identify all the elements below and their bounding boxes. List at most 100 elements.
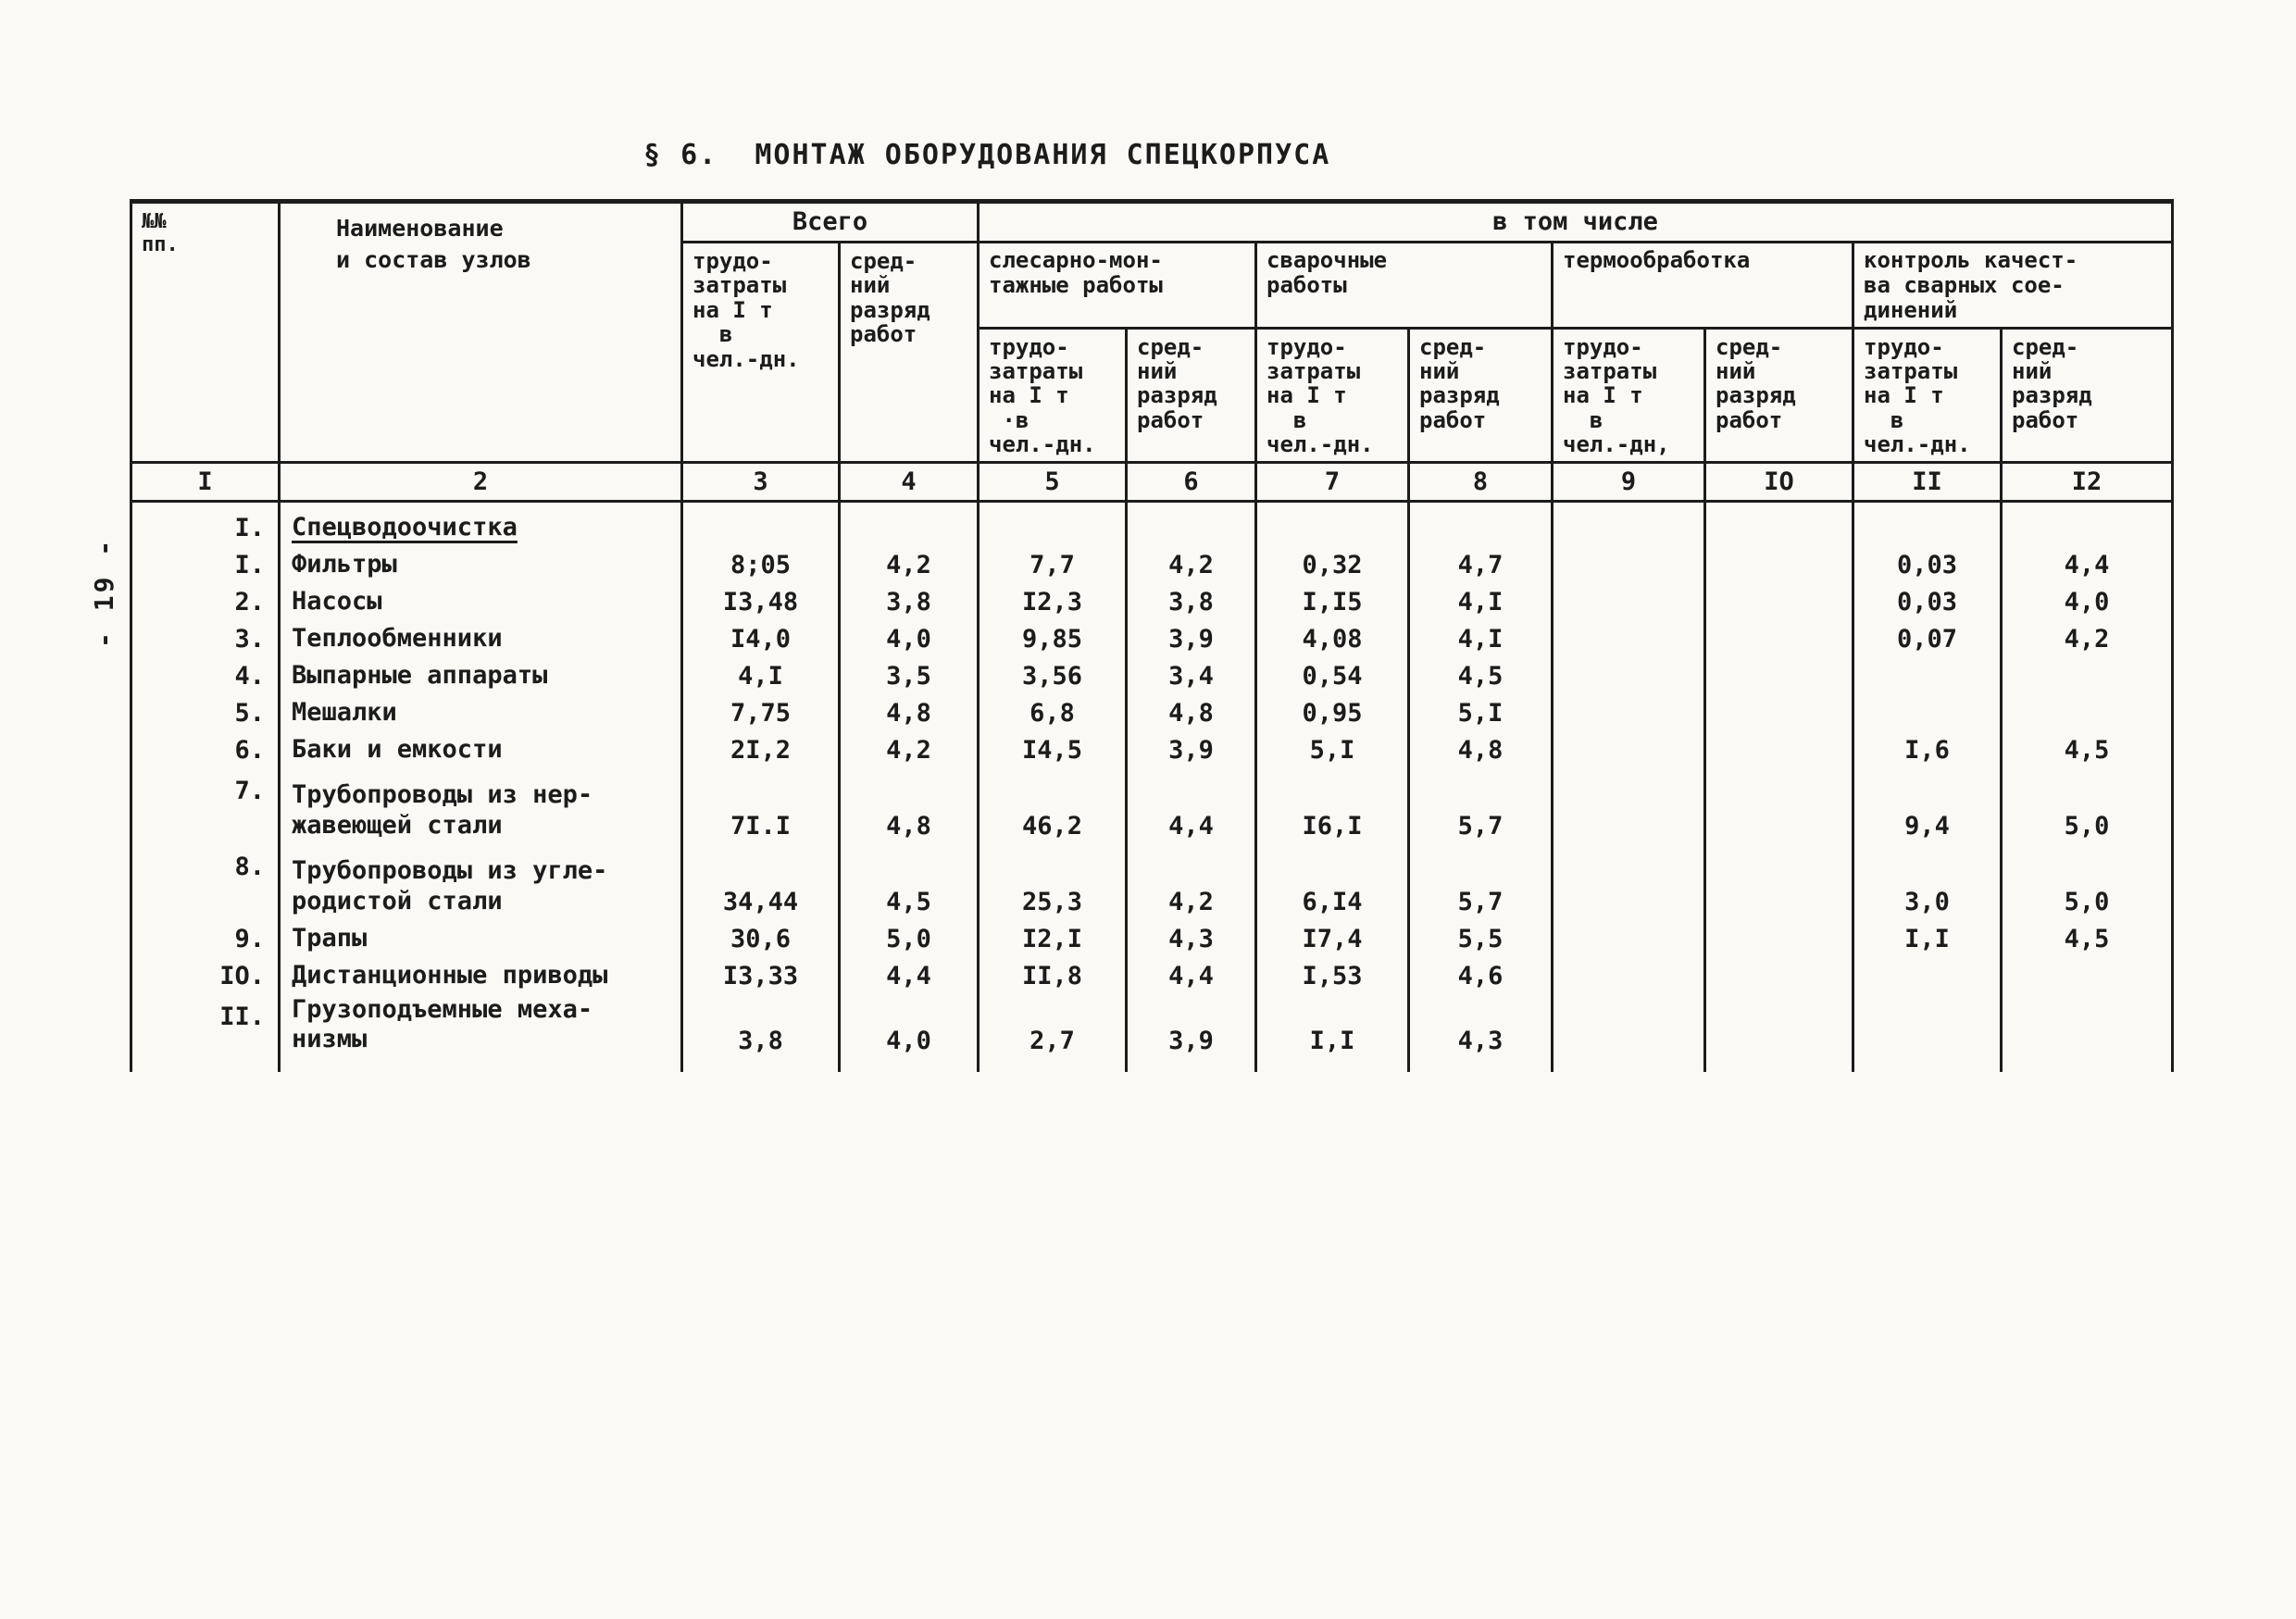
table-row: 4. Выпарные аппараты 4,I 3,5 3,56 3,4 0,54 4,5 <box>130 658 2175 696</box>
cell-value <box>1852 958 2003 996</box>
column-number: 8 <box>1407 460 1554 503</box>
cell-value: 0,54 <box>1254 658 1410 696</box>
column-number: IO <box>1703 460 1854 503</box>
cell-value <box>1852 658 2003 696</box>
column-number: 2 <box>278 460 683 503</box>
row-name: Мешалки <box>278 695 683 733</box>
cell-value: 4,5 <box>838 845 980 922</box>
cell-value: 3,5 <box>838 658 980 696</box>
cell-value <box>1999 995 2175 1072</box>
header-welding-grade: сред- ний разряд работ <box>1407 328 1554 464</box>
cell-value: 4,I <box>1407 584 1554 622</box>
row-name-text: Мешалки <box>292 697 397 727</box>
cell-value: 4,7 <box>1407 547 1554 585</box>
cell-value: 4,4 <box>1125 958 1257 996</box>
cell-value <box>1254 501 1410 548</box>
table-row: IO. Дистанционные приводы I3,33 4,4 II,8 4,4 I… <box>130 958 2175 996</box>
cell-value <box>1852 995 2003 1072</box>
row-name-text: Насосы <box>292 586 382 616</box>
row-number: 8. <box>130 845 281 922</box>
cell-value: 4,0 <box>838 995 980 1072</box>
row-name: Трубопроводы из угле- родистой стали <box>278 845 683 922</box>
row-number: I. <box>130 501 281 548</box>
row-name: Трапы <box>278 921 683 959</box>
cell-value <box>1703 995 1854 1072</box>
labor-costs-table: №№ пп. Наименование и состав узлов Всего… <box>130 199 2175 1072</box>
cell-value: 5,7 <box>1407 845 1554 922</box>
cell-value: 3,8 <box>838 584 980 622</box>
cell-value <box>1999 658 2175 696</box>
cell-value: I,53 <box>1254 958 1410 996</box>
cell-value: 3,0 <box>1852 845 2003 922</box>
cell-value <box>1551 732 1706 770</box>
row-number: 6. <box>130 732 281 770</box>
cell-value: 3,8 <box>1125 584 1257 622</box>
cell-value: 4,0 <box>1999 584 2175 622</box>
cell-value: 4,8 <box>838 769 980 846</box>
header-fitting-grade: сред- ний разряд работ <box>1125 328 1257 464</box>
cell-value: 4,8 <box>838 695 980 733</box>
row-name: Выпарные аппараты <box>278 658 683 696</box>
cell-value: I3,33 <box>680 958 841 996</box>
table-row: 3. Теплообменники I4,0 4,0 9,85 3,9 4,08 4,I 0,0… <box>130 621 2175 659</box>
row-name-text: Теплообменники <box>292 623 503 653</box>
column-number: 6 <box>1125 460 1257 503</box>
cell-value: 7,7 <box>977 547 1128 585</box>
cell-value <box>1703 658 1854 696</box>
column-number: 9 <box>1551 460 1706 503</box>
header-row-top: №№ пп. Наименование и состав узлов Всего… <box>130 199 2175 464</box>
cell-value: I3,48 <box>680 584 841 622</box>
cell-value <box>1407 501 1554 548</box>
cell-value: 4,0 <box>838 621 980 659</box>
row-name: Трубопроводы из нер- жавеющей стали <box>278 769 683 846</box>
row-number: II. <box>130 995 281 1072</box>
cell-value <box>1551 958 1706 996</box>
cell-value: 5,0 <box>1999 845 2175 922</box>
header-total-labor: трудо- затраты на I т в чел.-дн. <box>680 242 841 464</box>
cell-value: 0,95 <box>1254 695 1410 733</box>
cell-value <box>1703 695 1854 733</box>
table-row: 9. Трапы 30,6 5,0 I2,I 4,3 I7,4 5,5 I,I 4,5 <box>130 921 2175 959</box>
section-row: I. Спецводоочистка <box>130 501 2175 548</box>
cell-value: 4,4 <box>1125 769 1257 846</box>
table-row: 2. Насосы I3,48 3,8 I2,3 3,8 I,I5 4,I 0,03 4,0 <box>130 584 2175 622</box>
cell-value: I6,I <box>1254 769 1410 846</box>
cell-value: 4,4 <box>838 958 980 996</box>
cell-value <box>1999 958 2175 996</box>
row-name-text: Трубопроводы из нер- жавеющей стали <box>292 780 593 840</box>
cell-value: 4,08 <box>1254 621 1410 659</box>
cell-value: 5,I <box>1254 732 1410 770</box>
cell-value: 4,4 <box>1999 547 2175 585</box>
row-number: 4. <box>130 658 281 696</box>
cell-value: 4,5 <box>1999 921 2175 959</box>
cell-value: 4,6 <box>1407 958 1554 996</box>
cell-value <box>838 501 980 548</box>
cell-value <box>1703 845 1854 922</box>
header-heat-labor: трудо- затраты на I т в чел.-дн, <box>1551 328 1706 464</box>
column-number: 7 <box>1254 460 1410 503</box>
table-row: I. Фильтры 8;05 4,2 7,7 4,2 0,32 4,7 0,03 4,4 <box>130 547 2175 585</box>
table-row: 5. Мешалки 7,75 4,8 6,8 4,8 0,95 5,I <box>130 695 2175 733</box>
cell-value: 6,8 <box>977 695 1128 733</box>
row-name-text: Трубопроводы из угле- родистой стали <box>292 856 608 915</box>
cell-value: 4,3 <box>1125 921 1257 959</box>
cell-value <box>1551 695 1706 733</box>
row-name: Дистанционные приводы <box>278 958 683 996</box>
cell-value <box>680 501 841 548</box>
cell-value <box>1551 621 1706 659</box>
row-name: Фильтры <box>278 547 683 585</box>
header-quality-labor: трудо- затраты на I т в чел.-дн. <box>1852 328 2003 464</box>
header-name: Наименование и состав узлов <box>278 199 683 464</box>
cell-value <box>1703 921 1854 959</box>
header-group-welding: сварочные работы <box>1254 242 1554 330</box>
cell-value: I,6 <box>1852 732 2003 770</box>
cell-value: 3,4 <box>1125 658 1257 696</box>
header-col-num: №№ пп. <box>130 199 281 464</box>
cell-value <box>1551 769 1706 846</box>
cell-value: I2,3 <box>977 584 1128 622</box>
cell-value <box>1852 695 2003 733</box>
cell-value: 4,I <box>1407 621 1554 659</box>
cell-value <box>1703 769 1854 846</box>
table-row: 8. Трубопроводы из угле- родистой стали 34… <box>130 845 2175 922</box>
column-number: 5 <box>977 460 1128 503</box>
